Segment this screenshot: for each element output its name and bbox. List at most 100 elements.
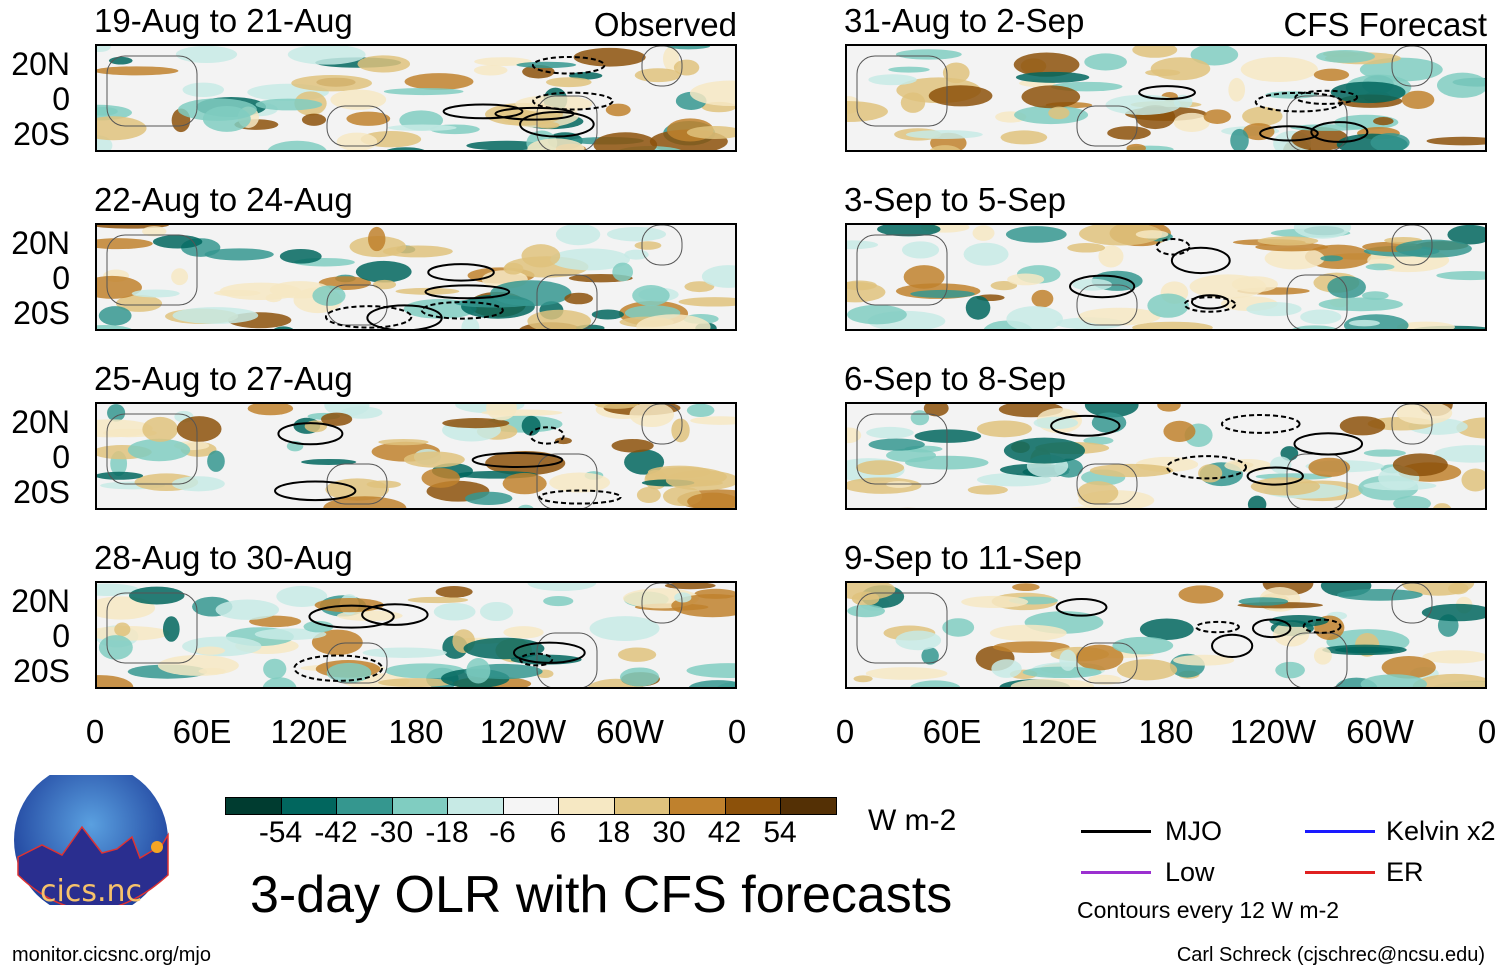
olr-anomaly-region [989, 624, 1067, 642]
olr-anomaly-region [847, 304, 907, 325]
olr-anomaly-region [204, 248, 274, 261]
olr-anomaly-region [1010, 678, 1095, 687]
olr-anomaly-region [195, 646, 226, 655]
olr-anomaly-region [98, 306, 132, 326]
olr-anomaly-region [629, 404, 675, 428]
olr-anomaly-region [1033, 416, 1079, 430]
contour-note: Contours every 12 W m-2 [1077, 897, 1340, 923]
olr-anomaly-region [965, 295, 991, 320]
olr-anomaly-region [503, 626, 544, 639]
colorbar-tick-label: -6 [489, 816, 516, 849]
olr-anomaly-region [1228, 77, 1246, 102]
olr-anomaly-region [1348, 319, 1380, 327]
olr-anomaly-region [868, 74, 917, 86]
colorbar-tick-label: -54 [258, 816, 303, 849]
olr-anomaly-region [942, 618, 975, 637]
olr-anomaly-region [395, 287, 460, 295]
olr-anomaly-region [555, 225, 601, 246]
olr-anomaly-region [851, 591, 880, 606]
lon-label: 60W [596, 713, 664, 750]
coastline [106, 413, 198, 485]
olr-anomaly-region [1083, 436, 1114, 445]
olr-anomaly-region [701, 265, 735, 288]
olr-anomaly-region [521, 244, 561, 268]
mjo-contour [1170, 246, 1231, 275]
colorbar-swatch [780, 797, 837, 815]
mjo-contour [427, 263, 495, 282]
olr-anomaly-region [1031, 289, 1054, 308]
olr-anomaly-region [688, 680, 735, 687]
olr-anomaly-region [1132, 46, 1178, 58]
mjo-contour [471, 451, 564, 468]
mjo-contour [1254, 91, 1344, 113]
olr-anomaly-region [1339, 416, 1386, 436]
olr-anomaly-region [1069, 506, 1113, 508]
olr-anomaly-region [1242, 106, 1283, 126]
mjo-contour [1190, 294, 1230, 310]
figure-title: 3-day OLR with CFS forecasts [250, 866, 953, 924]
mjo-contour [424, 284, 511, 300]
coastline [106, 55, 198, 127]
coastline [106, 234, 198, 306]
olr-anomaly-region [589, 616, 660, 641]
lon-label: 0 [1477, 713, 1497, 750]
olr-anomaly-region [454, 298, 534, 308]
olr-anomaly-region [549, 472, 610, 493]
legend-line-er [1305, 871, 1375, 874]
lon-label: 180 [1138, 713, 1194, 750]
olr-anomaly-region [114, 622, 131, 637]
olr-anomaly-region [976, 420, 1032, 438]
mjo-contour [532, 91, 614, 111]
logo-text: cics.nc [40, 874, 142, 905]
lon-label: 60W [1346, 713, 1414, 750]
panel-title-right-1: 31-Aug to 2-Sep [844, 2, 1085, 39]
lon-label: 120W [479, 713, 567, 750]
colorbar-swatch [724, 797, 781, 815]
olr-anomaly-region [336, 132, 378, 150]
coastline [1286, 274, 1348, 329]
olr-anomaly-region [1448, 583, 1469, 595]
olr-anomaly-region [267, 140, 327, 150]
olr-anomaly-region [97, 66, 179, 76]
olr-anomaly-region [463, 637, 545, 660]
olr-anomaly-region [1157, 404, 1181, 412]
olr-anomaly-region [977, 473, 1052, 487]
olr-anomaly-region [1198, 464, 1223, 483]
olr-anomaly-region [372, 279, 397, 290]
olr-anomaly-region [378, 678, 454, 687]
olr-anomaly-region [687, 492, 735, 508]
olr-anomaly-region [636, 314, 711, 329]
coastline [856, 592, 948, 664]
olr-anomaly-region [1293, 225, 1352, 239]
forecast-map-panel-3 [845, 402, 1487, 510]
olr-anomaly-region [1022, 666, 1102, 679]
olr-anomaly-region [177, 98, 257, 121]
olr-anomaly-region [97, 238, 153, 250]
olr-anomaly-region [516, 61, 577, 69]
lon-label: 0 [727, 713, 747, 750]
olr-anomaly-region [905, 130, 983, 139]
mjo-contour [1138, 85, 1196, 100]
colorbar-tick-label: 54 [763, 816, 797, 849]
olr-anomaly-region [404, 73, 474, 90]
mjo-contour [529, 426, 565, 445]
olr-anomaly-region [1117, 659, 1178, 681]
olr-anomaly-region [550, 248, 630, 271]
olr-anomaly-region [1021, 85, 1081, 109]
olr-anomaly-region [686, 404, 715, 418]
forecast-map-panel-2 [845, 223, 1487, 331]
olr-anomaly-region [522, 64, 555, 79]
olr-anomaly-region [355, 260, 412, 283]
olr-anomaly-region [175, 46, 238, 63]
mjo-contour [1050, 414, 1121, 437]
mjo-contour [442, 103, 524, 120]
legend-label-er: ER [1386, 857, 1424, 887]
olr-anomaly-region [1264, 247, 1325, 270]
olr-anomaly-region [665, 470, 735, 491]
lon-label: 120E [270, 713, 348, 750]
olr-anomaly-region [847, 100, 888, 123]
olr-anomaly-region [1336, 588, 1423, 601]
olr-anomaly-region [330, 89, 387, 110]
mjo-contour [274, 480, 357, 502]
olr-anomaly-region [1392, 453, 1448, 477]
